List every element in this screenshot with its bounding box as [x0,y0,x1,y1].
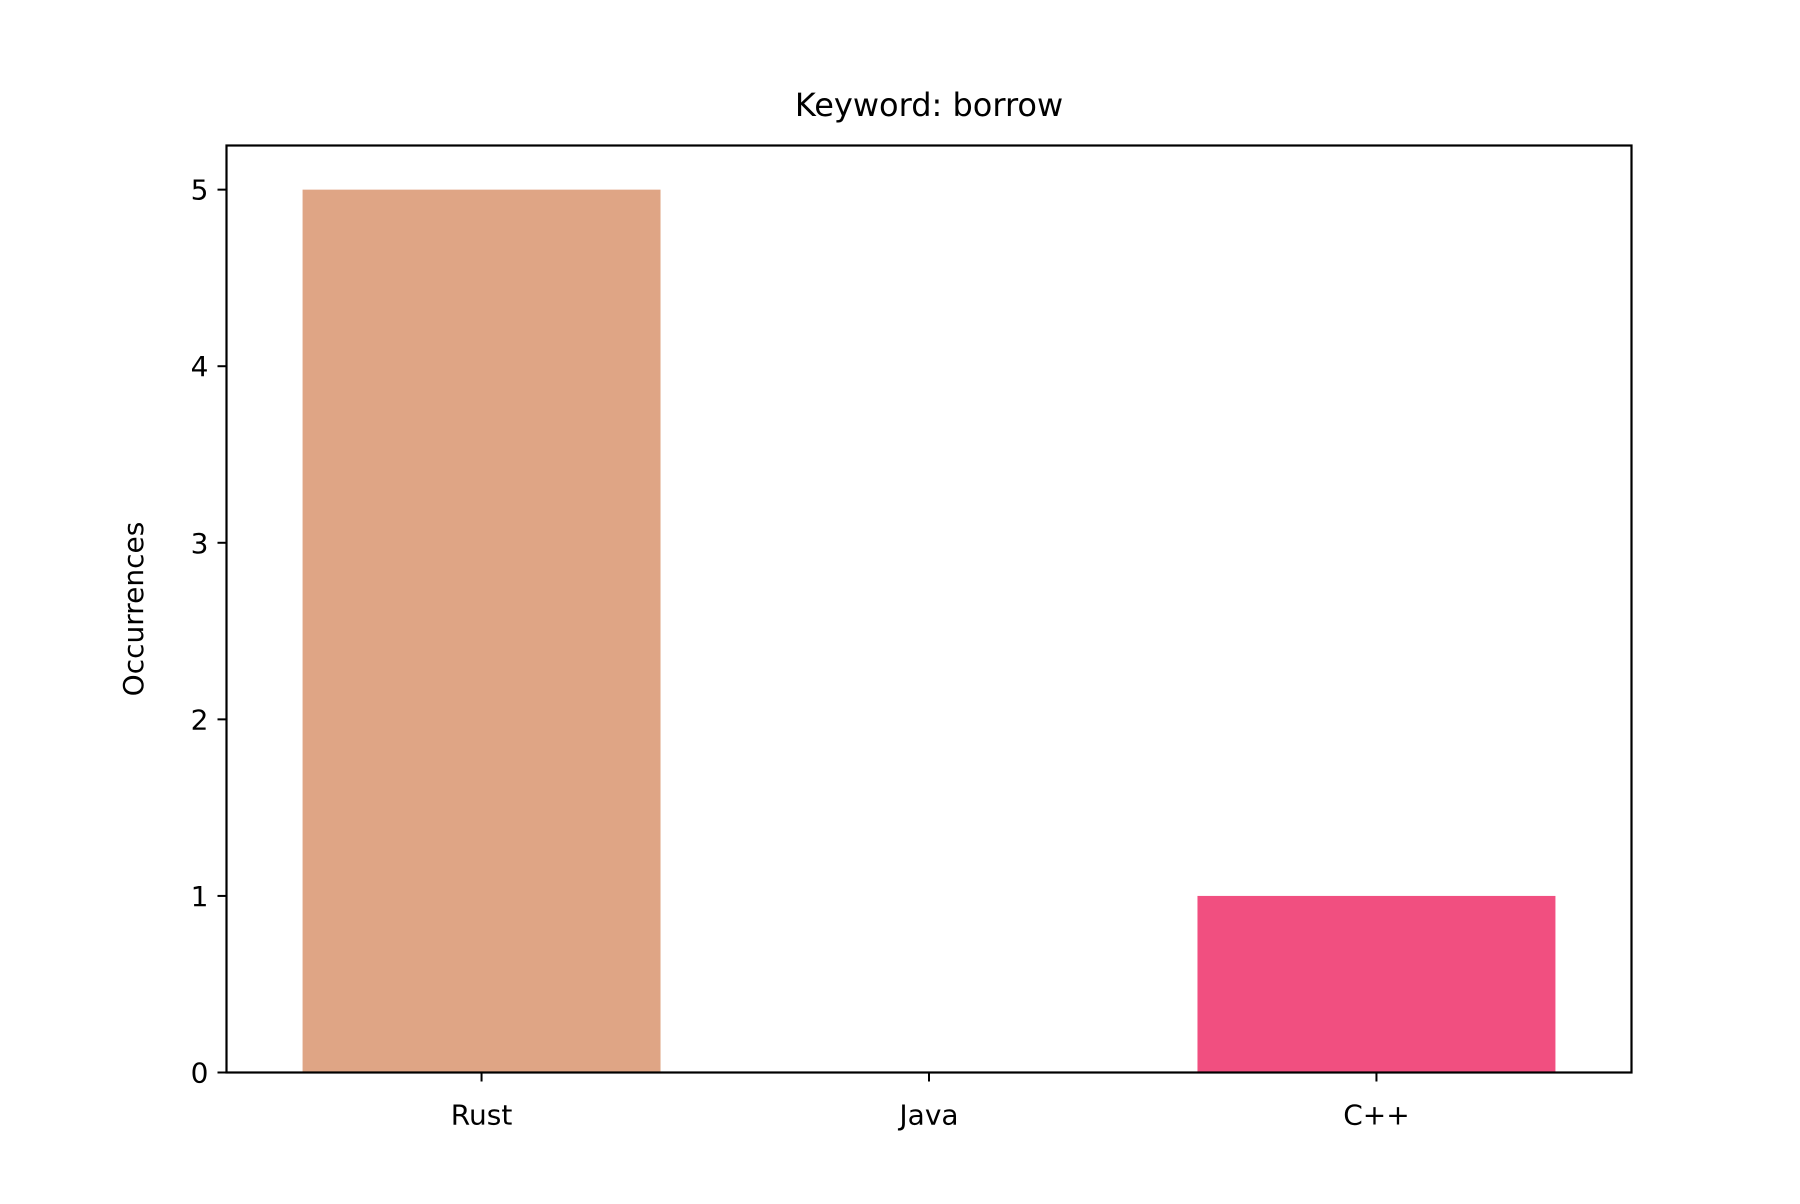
y-tick-label: 0 [191,1057,209,1090]
bar-cplus [1197,895,1556,1073]
plot-frame [225,144,1633,1074]
bars-layer [302,189,1556,1073]
y-tick-label: 3 [191,527,209,560]
y-axis-label: Occurrences [117,522,150,697]
x-tick-label: Java [897,1099,958,1132]
chart-title: Keyword: borrow [795,86,1063,124]
x-axis: Rust Java C++ [451,1072,1410,1132]
y-tick-label: 1 [191,880,209,913]
x-tick-label: C++ [1343,1099,1409,1132]
y-tick-label: 5 [191,174,209,207]
y-axis: 0 1 2 3 4 5 [191,174,227,1090]
x-tick-label: Rust [451,1099,513,1132]
bar-rust [302,189,661,1073]
y-tick-label: 2 [191,703,209,736]
y-tick-label: 4 [191,350,209,383]
